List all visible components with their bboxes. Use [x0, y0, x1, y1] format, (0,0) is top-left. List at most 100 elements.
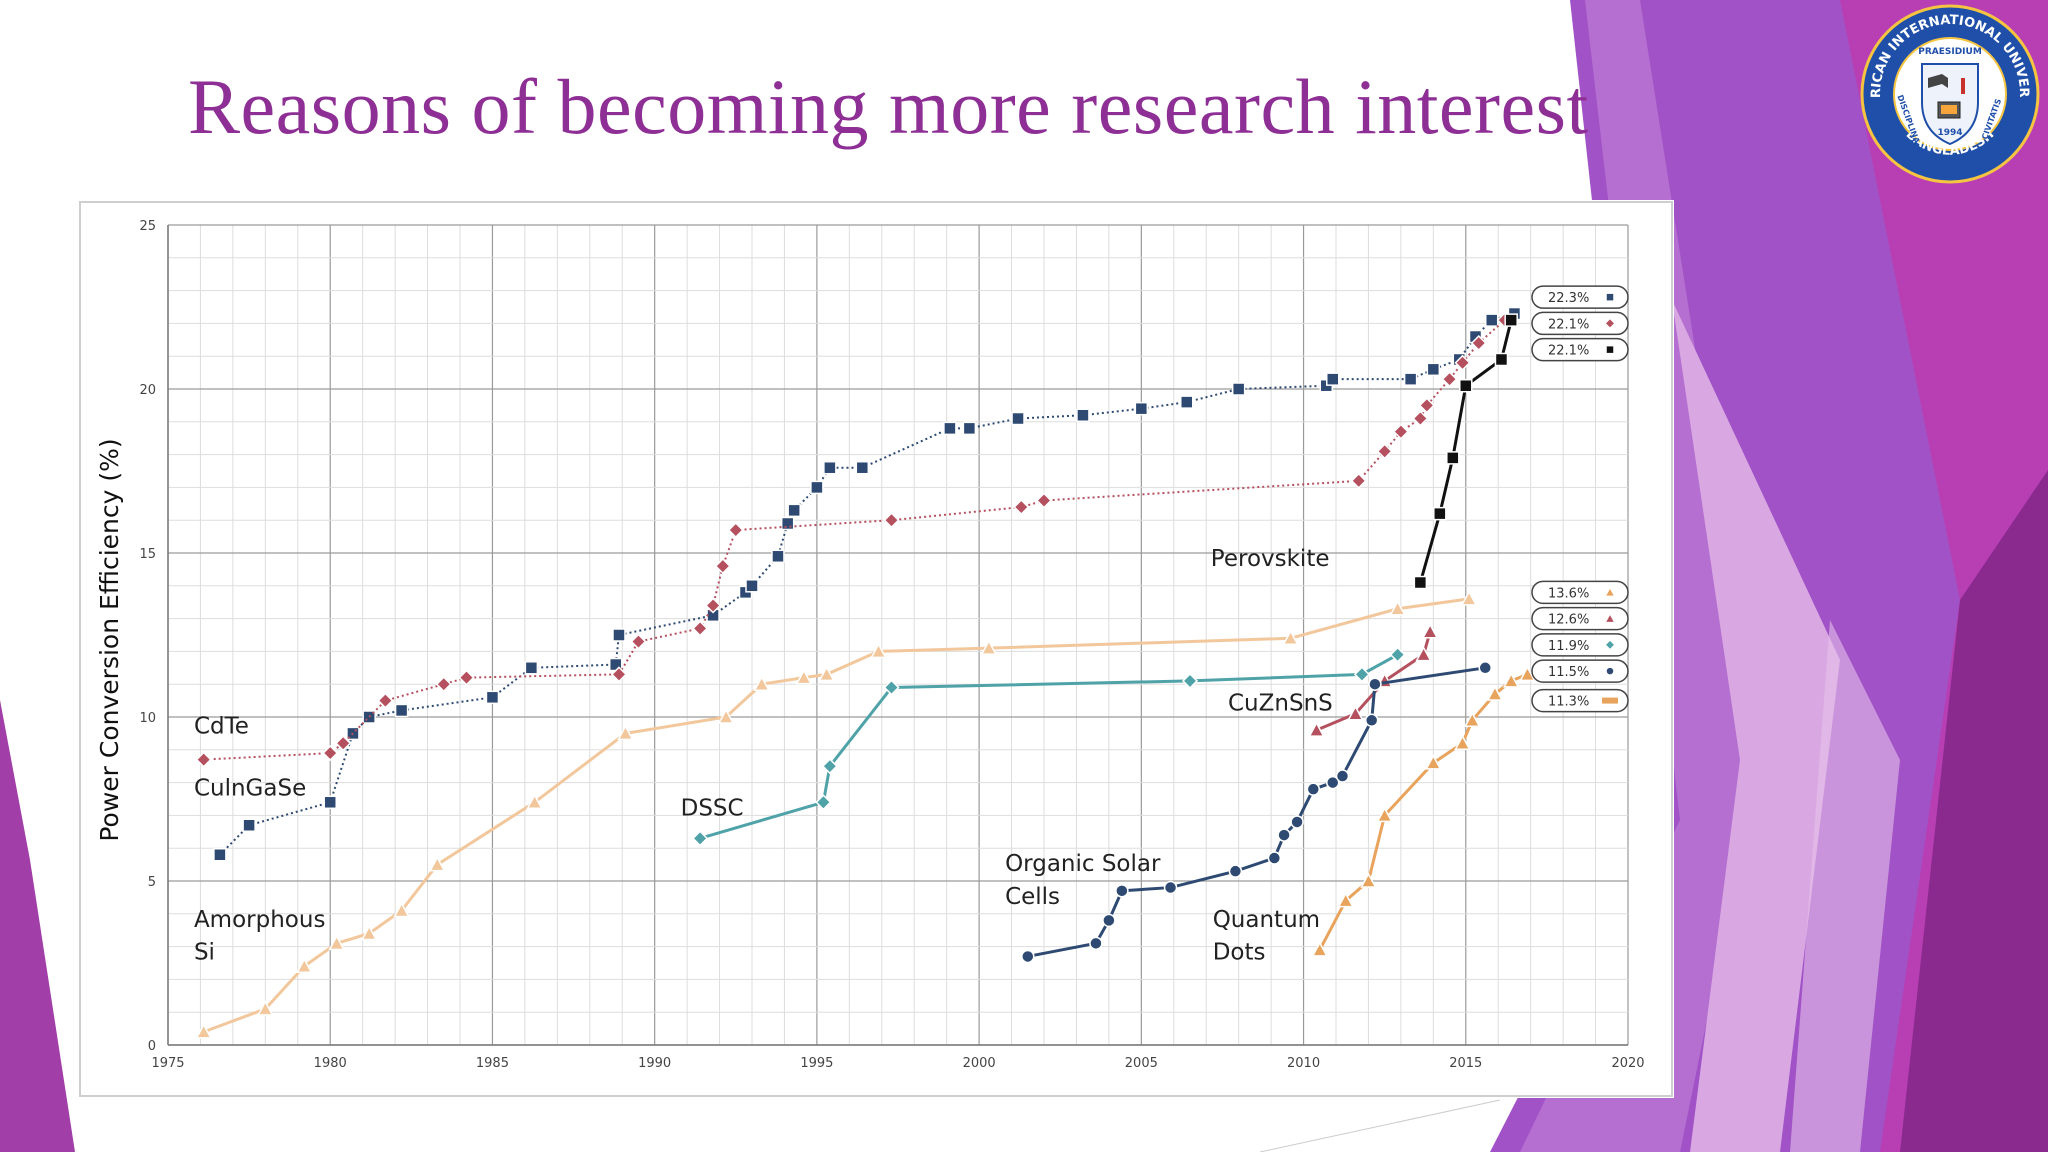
- data-point: [1460, 590, 1478, 606]
- record-badge-outline: [1531, 606, 1629, 631]
- data-point: [360, 924, 378, 941]
- data-point: [394, 703, 409, 718]
- record-badge-marker: [1605, 292, 1615, 302]
- record-badge-text: 11.5%: [1548, 665, 1589, 680]
- series-cuznsns: [1308, 623, 1439, 737]
- data-point: [855, 460, 870, 475]
- data-point: [943, 421, 957, 436]
- data-point: [1306, 782, 1321, 796]
- decor-shape-right-pale: [1672, 300, 1840, 1152]
- data-point: [1464, 711, 1481, 728]
- data-point: [612, 628, 626, 642]
- data-point: [1413, 575, 1428, 590]
- data-point: [787, 503, 801, 518]
- data-point: [1326, 372, 1340, 386]
- data-point: [1180, 395, 1194, 409]
- data-point: [195, 1023, 212, 1039]
- data-point: [526, 793, 543, 810]
- data-point: [1228, 864, 1243, 878]
- data-point: [1013, 499, 1030, 516]
- data-point: [458, 669, 475, 686]
- series-label: CulnGaSe: [194, 776, 306, 802]
- data-point: [429, 856, 446, 872]
- series-perovskite: [1413, 313, 1518, 590]
- series-label: Dots: [1213, 940, 1266, 966]
- data-point: [1454, 734, 1471, 750]
- data-point: [1392, 423, 1409, 440]
- data-point: [323, 795, 337, 810]
- data-point: [630, 633, 647, 650]
- logo-year: 1994: [1937, 128, 1962, 138]
- data-point: [1290, 815, 1304, 829]
- decor-shape-left: [0, 700, 75, 1152]
- decor-shape-right-faint: [1790, 620, 1900, 1152]
- data-point: [213, 848, 227, 862]
- data-point: [815, 794, 832, 811]
- data-point: [1415, 646, 1432, 662]
- data-point: [1426, 362, 1441, 377]
- record-badge-text: 22.3%: [1548, 291, 1589, 306]
- data-point: [610, 666, 628, 683]
- data-point: [1502, 672, 1520, 688]
- data-point: [1389, 600, 1406, 616]
- data-point: [714, 558, 731, 575]
- data-point: [810, 480, 824, 495]
- series-label: Perovskite: [1211, 546, 1330, 572]
- data-point: [296, 957, 313, 974]
- series-dssc: [692, 646, 1406, 847]
- data-point: [753, 675, 770, 691]
- data-point: [1337, 892, 1354, 908]
- record-badge-marker: [1602, 697, 1618, 704]
- data-point: [1454, 354, 1471, 371]
- data-point: [795, 669, 813, 685]
- y-axis-label: Power Conversion Efficiency (%): [95, 438, 124, 841]
- data-point: [617, 724, 634, 741]
- x-tick-label: 1990: [638, 1056, 671, 1071]
- record-badge-text: 12.6%: [1548, 613, 1589, 628]
- data-point: [1433, 506, 1447, 521]
- series-line: [219, 312, 1515, 856]
- data-point: [1035, 492, 1053, 509]
- y-tick-label: 10: [139, 711, 156, 726]
- series-line: [203, 319, 1506, 761]
- record-badge: 11.5%: [1531, 659, 1629, 683]
- data-point: [322, 745, 339, 762]
- data-point: [257, 1000, 274, 1016]
- book-icon: [1928, 74, 1948, 88]
- chart-series-labels: CdTe CulnGaSe Amorphous Si DSSC Organic Solar…: [194, 546, 1333, 966]
- record-badge-outline: [1531, 580, 1629, 605]
- series-label: Amorphous: [194, 907, 325, 933]
- data-point: [1376, 806, 1393, 823]
- data-point: [717, 708, 735, 724]
- series-label: Cells: [1005, 884, 1060, 910]
- record-badge-marker: [1603, 317, 1617, 330]
- data-point: [692, 620, 709, 637]
- data-point: [524, 661, 539, 675]
- data-point: [1412, 410, 1429, 427]
- data-point: [1134, 401, 1149, 416]
- series-label: DSSC: [681, 795, 744, 821]
- record-badge-text: 11.9%: [1548, 639, 1589, 654]
- record-badge: 11.3%: [1531, 688, 1629, 713]
- data-point: [328, 934, 345, 951]
- logo-motto: PRAESIDIUM: [1918, 47, 1982, 57]
- data-point: [771, 549, 785, 564]
- y-tick-label: 20: [139, 383, 156, 398]
- data-point: [883, 679, 900, 696]
- series-label: Si: [194, 940, 215, 966]
- data-point: [1360, 872, 1377, 888]
- decor-shape-right-deep: [1900, 470, 2048, 1152]
- data-point: [1335, 769, 1350, 783]
- chart-axes: 1975 1980 1985 1990 1995 2000 2005 2010 2015 2020…: [139, 219, 1644, 1071]
- y-tick-label: 5: [148, 875, 156, 890]
- data-point: [377, 692, 394, 709]
- series-culngase: [213, 306, 1522, 862]
- data-point: [1311, 941, 1329, 957]
- record-badge-text: 11.3%: [1548, 695, 1589, 710]
- x-tick-label: 1995: [800, 1056, 833, 1071]
- data-point: [1484, 313, 1499, 327]
- data-point: [435, 676, 452, 693]
- record-badge-marker: [1603, 612, 1617, 624]
- data-point: [1418, 397, 1435, 414]
- data-point: [870, 642, 887, 659]
